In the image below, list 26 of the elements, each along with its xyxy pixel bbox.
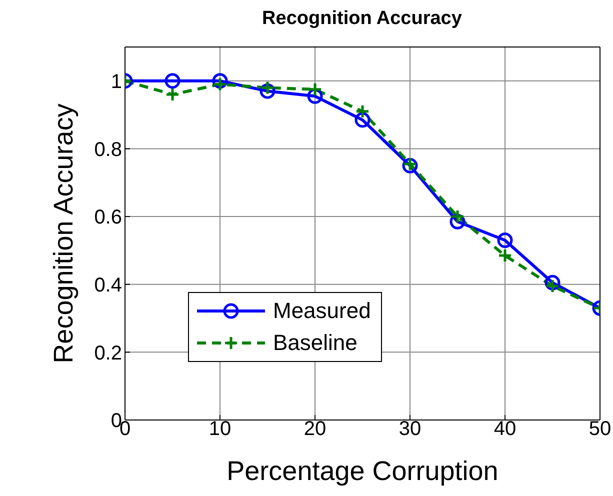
point: [354, 112, 370, 128]
x-tick-label: 50: [588, 418, 612, 440]
point: [165, 87, 180, 102]
y-tick-label: 0.8: [94, 138, 122, 161]
point: [260, 80, 275, 95]
y-tick-label: 0.4: [94, 274, 122, 296]
x-tick-label: 40: [494, 418, 516, 440]
point: [498, 248, 512, 263]
point: [497, 232, 513, 248]
x-tick-label: 20: [304, 418, 326, 440]
legend-label: Baseline: [273, 330, 358, 356]
point: [450, 209, 465, 224]
point: [164, 73, 180, 89]
y-tick-label: 1: [110, 71, 122, 94]
x-tick-label: 30: [398, 418, 422, 440]
chart-title: Recognition Accuracy: [261, 8, 463, 30]
x-axis-title: Percentage Corruption: [226, 456, 498, 486]
point: [308, 82, 322, 97]
point: [212, 77, 228, 92]
y-tick-label: 0.2: [94, 342, 122, 364]
y-tick-label: 0.6: [94, 206, 122, 229]
legend-label: Measured: [273, 298, 371, 324]
point: [355, 104, 370, 119]
x-tick-label: 10: [208, 418, 232, 440]
y-axis-title: Recognition Accuracy: [48, 103, 79, 364]
point: [545, 278, 560, 294]
